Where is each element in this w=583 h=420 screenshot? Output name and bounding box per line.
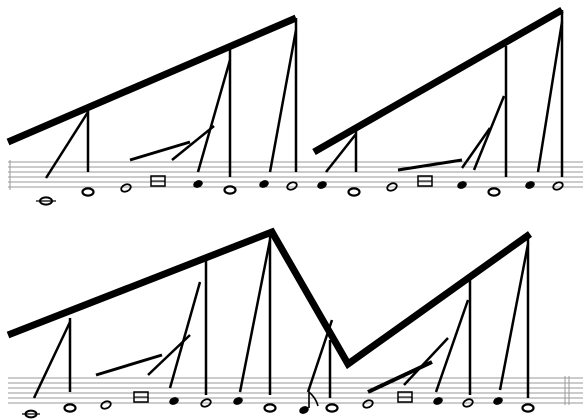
tree-1-left: [6, 14, 298, 179]
breve-note: [150, 175, 166, 187]
system-1: [6, 6, 583, 206]
beam: [312, 6, 564, 156]
beam: [6, 14, 298, 146]
branch: [498, 243, 530, 391]
half-note: [120, 183, 132, 193]
half-note: [200, 398, 212, 408]
whole-note: [521, 403, 535, 413]
quarter-note: [193, 180, 203, 188]
beam-short: [397, 158, 463, 172]
half-note: [462, 398, 474, 408]
ledger-whole-note: [22, 409, 40, 419]
breve-note: [417, 175, 433, 187]
whole-note: [347, 187, 361, 197]
tree-2: [6, 227, 533, 399]
quarter-note: [433, 397, 443, 405]
whole-note: [81, 187, 95, 197]
whole-note: [263, 403, 277, 413]
quarter-note: [317, 181, 327, 189]
branch: [536, 21, 564, 173]
branch: [168, 281, 202, 389]
beam-short: [367, 360, 433, 394]
branch: [44, 111, 90, 179]
system-2: [6, 227, 583, 419]
quarter-note: [525, 181, 535, 189]
notes-2: [22, 390, 535, 419]
half-note: [100, 400, 112, 410]
whole-note: [63, 403, 77, 413]
branch: [238, 239, 272, 393]
branch: [32, 321, 72, 399]
beam-short: [95, 353, 163, 377]
branch: [472, 95, 506, 171]
quarter-note: [233, 397, 243, 405]
half-note: [386, 182, 398, 192]
branch: [325, 133, 357, 173]
beam: [6, 227, 533, 370]
quarter-note: [169, 397, 179, 405]
half-note: [362, 399, 374, 409]
breve-note: [133, 391, 149, 403]
branch: [268, 29, 298, 173]
half-note: [286, 181, 298, 191]
tree-1-right: [312, 6, 564, 177]
whole-note: [487, 187, 501, 197]
branch: [196, 59, 232, 173]
ledger-whole-note: [36, 196, 56, 206]
half-note: [552, 181, 564, 191]
notes-1: [36, 175, 564, 206]
branch: [171, 125, 215, 161]
whole-note: [325, 403, 339, 413]
eighth-note: [299, 390, 319, 414]
branch: [147, 334, 191, 376]
branch: [306, 319, 334, 393]
quarter-note: [457, 181, 467, 189]
branch: [434, 299, 470, 393]
quarter-note: [493, 397, 503, 405]
branch: [460, 127, 492, 169]
beam-short: [129, 140, 191, 162]
whole-note: [223, 185, 237, 195]
branch: [403, 337, 449, 386]
breve-note: [397, 391, 413, 403]
quarter-note: [259, 180, 269, 188]
